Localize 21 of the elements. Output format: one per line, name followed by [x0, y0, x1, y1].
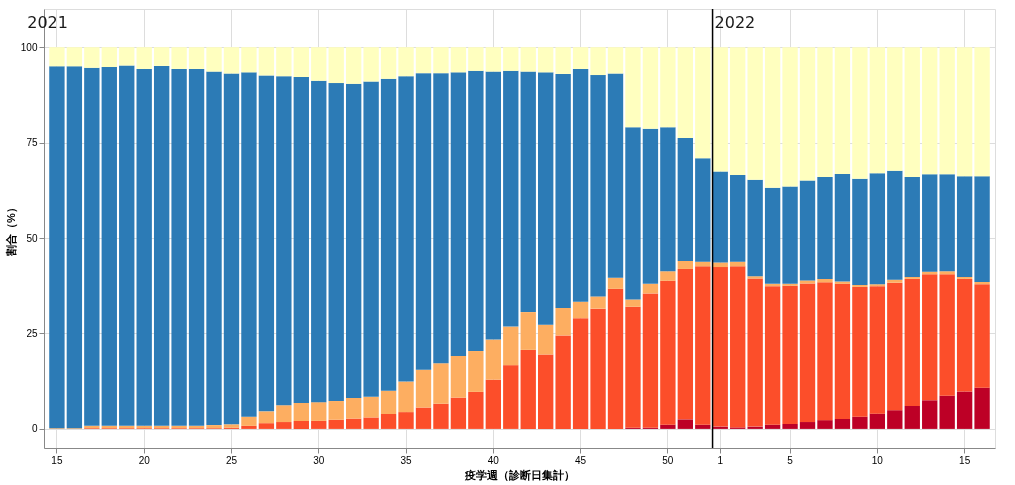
x-tick-label: 20 [138, 454, 151, 466]
y-tick-label: 50 [26, 232, 38, 244]
y-axis-title: 割合（%） [4, 202, 18, 257]
y-tick-label: 75 [26, 137, 38, 149]
y-tick-label: 100 [20, 41, 38, 53]
x-tick-label: 1 [717, 454, 724, 466]
x-axis-title: 疫学週（診断日集計） [464, 468, 575, 482]
x-tick-label: 5 [787, 454, 794, 466]
x-tick-label: 35 [400, 454, 413, 466]
x-tick-label: 30 [313, 454, 325, 466]
x-tick-label: 40 [487, 454, 500, 466]
y-tick-label: 25 [26, 327, 38, 339]
x-tick-label: 15 [51, 454, 63, 466]
x-tick-label: 45 [575, 454, 587, 466]
annotation: 2022 [714, 13, 756, 32]
y-tick-label: 0 [31, 423, 38, 435]
x-tick-label: 50 [662, 454, 674, 466]
annotation: 2021 [27, 13, 68, 32]
x-tick-label: 25 [225, 454, 238, 466]
x-tick-label: 15 [959, 454, 971, 466]
x-tick-label: 10 [871, 454, 884, 466]
